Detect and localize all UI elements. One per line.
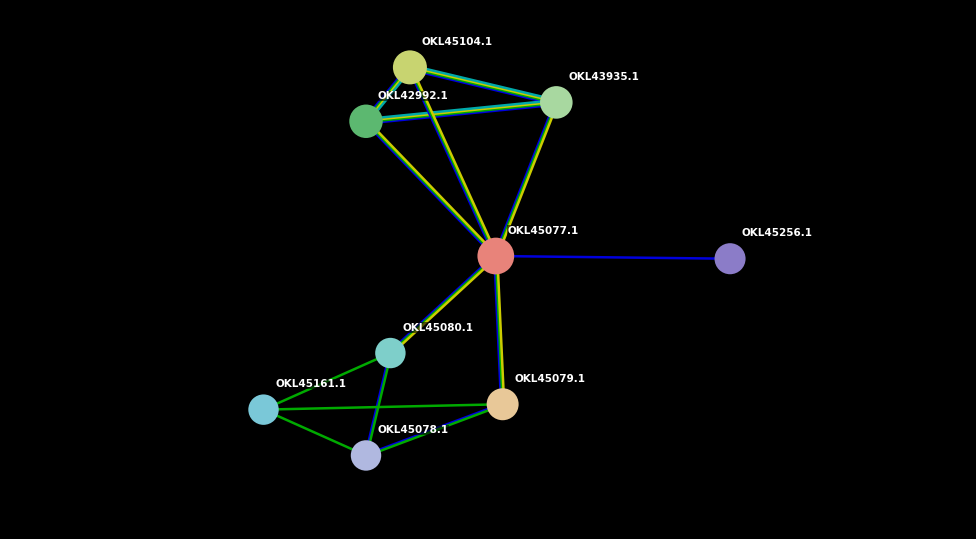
Point <box>358 117 374 126</box>
Text: OKL45078.1: OKL45078.1 <box>378 425 449 435</box>
Point <box>256 405 271 414</box>
Text: OKL45104.1: OKL45104.1 <box>422 37 493 47</box>
Text: OKL45077.1: OKL45077.1 <box>508 225 579 236</box>
Text: OKL45079.1: OKL45079.1 <box>514 374 586 384</box>
Text: OKL45161.1: OKL45161.1 <box>275 379 346 389</box>
Point <box>722 254 738 263</box>
Text: OKL42992.1: OKL42992.1 <box>378 91 448 101</box>
Point <box>402 63 418 72</box>
Point <box>383 349 398 357</box>
Text: OKL45256.1: OKL45256.1 <box>742 228 813 238</box>
Point <box>495 400 510 409</box>
Point <box>488 252 504 260</box>
Point <box>358 451 374 460</box>
Text: OKL43935.1: OKL43935.1 <box>568 72 639 82</box>
Point <box>549 98 564 107</box>
Text: OKL45080.1: OKL45080.1 <box>402 322 473 333</box>
